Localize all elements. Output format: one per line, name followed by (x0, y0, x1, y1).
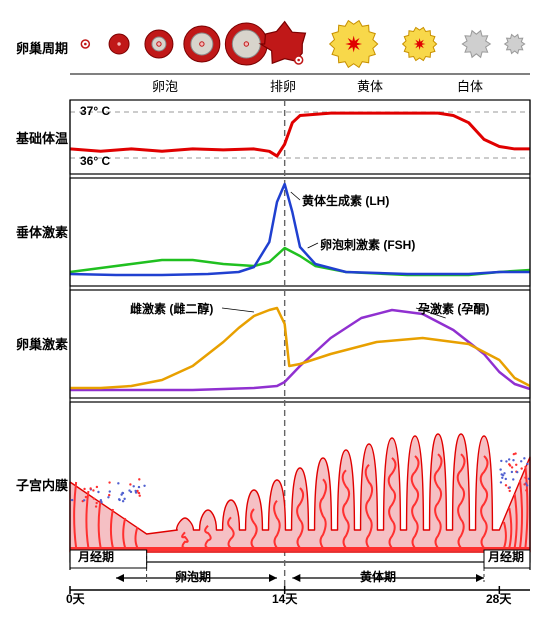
ovary-stage-follicle: 卵泡 (105, 76, 225, 95)
estrogen-label: 雌激素 (雌二醇) (130, 300, 213, 317)
row-label-pituitary: 垂体激素 (0, 222, 68, 241)
row-label-temp: 基础体温 (0, 128, 68, 147)
temp-36-label: 36° C (80, 154, 110, 168)
row-label-ovary: 卵巢周期 (0, 38, 68, 57)
axis-tick-28: 28天 (486, 590, 511, 607)
ovary-stage-ovulation: 排卵 (258, 76, 308, 95)
menstrual-cycle-diagram: 卵巢周期 基础体温 垂体激素 卵巢激素 子宫内膜 卵泡 排卵 黄体 白体 37°… (0, 0, 541, 629)
axis-tick-14: 14天 (272, 590, 297, 607)
menses-label-1: 月经期 (78, 548, 114, 565)
fsh-label: 卵泡刺激素 (FSH) (320, 236, 415, 253)
lh-label: 黄体生成素 (LH) (302, 192, 389, 209)
menses-label-2: 月经期 (488, 548, 524, 565)
ovary-stage-albicans: 白体 (435, 76, 505, 95)
ovary-icons (81, 21, 524, 68)
ovary-stage-corpus: 黄体 (330, 76, 410, 95)
luteal-label: 黄体期 (360, 568, 396, 585)
row-label-ovarian-h: 卵巢激素 (0, 334, 68, 353)
row-label-endometrium: 子宫内膜 (0, 475, 68, 494)
endometrium-shape (70, 434, 530, 552)
temp-37-label: 37° C (80, 104, 110, 118)
progesterone-label: 孕激素 (孕酮) (418, 300, 489, 317)
axis-tick-0: 0天 (66, 590, 85, 607)
follicular-label: 卵泡期 (175, 568, 211, 585)
